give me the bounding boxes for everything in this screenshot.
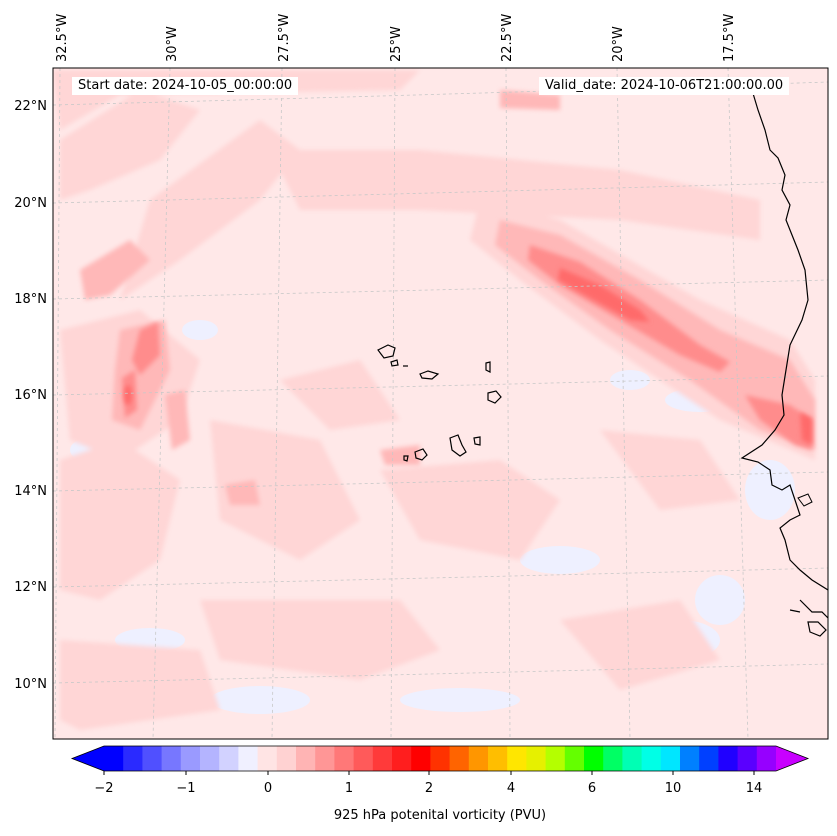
african-coastline [740, 89, 828, 637]
colorbar-swatch [699, 746, 719, 771]
colorbar-swatch [584, 746, 604, 771]
colorbar-swatch [641, 746, 662, 771]
lat-label: 16°N [14, 388, 47, 403]
colorbar-tick: 1 [345, 781, 353, 796]
colorbar-swatch [161, 746, 182, 771]
lon-label: 27.5°W [277, 14, 292, 62]
colorbar-swatch [123, 746, 143, 771]
lat-label: 12°N [14, 580, 47, 595]
colorbar-swatch [430, 746, 451, 771]
colorbar-tick: −1 [176, 781, 195, 796]
colorbar-swatch [603, 746, 623, 771]
lat-label: 22°N [14, 99, 47, 114]
lat-label: 14°N [14, 484, 47, 499]
colorbar-extend-max [776, 746, 808, 771]
colorbar-swatch [737, 746, 758, 771]
lon-label: 17.5°W [722, 14, 737, 62]
colorbar-swatch [238, 746, 259, 771]
colorbar-swatch [372, 746, 393, 771]
colorbar-swatch [276, 746, 297, 771]
lon-label: 20°W [611, 26, 626, 62]
lat-label: 20°N [14, 196, 47, 211]
pv-peak [124, 268, 812, 445]
colorbar-swatch [756, 746, 777, 771]
colorbar-swatch [660, 746, 681, 771]
colorbar-swatch [142, 746, 163, 771]
colorbar-swatch [507, 746, 527, 771]
colorbar-swatch [545, 746, 566, 771]
colorbar-swatch [353, 746, 374, 771]
colorbar-swatch [392, 746, 412, 771]
pv-field [53, 68, 828, 739]
valid-date-label: Valid_date: 2024-10-06T21:00:00.00 [539, 77, 790, 95]
colorbar-swatch [315, 746, 335, 771]
map-frame [52, 67, 829, 740]
start-date-label: Start date: 2024-10-05_00:00:00 [72, 77, 299, 95]
colorbar-swatch [622, 746, 643, 771]
lon-label: 32.5°W [55, 14, 70, 62]
colorbar-swatch [411, 746, 431, 771]
longitude-labels: 32.5°W 30°W 27.5°W 25°W 22.5°W 20°W 17.5… [55, 14, 737, 62]
colorbar-extend-min [72, 746, 104, 771]
colorbar-swatch [334, 746, 355, 771]
gridlines [53, 68, 828, 739]
colorbar-tick: 2 [425, 781, 433, 796]
lat-label: 10°N [14, 677, 47, 692]
colorbar-swatch [718, 746, 739, 771]
colorbar-title: 925 hPa potenital vorticity (PVU) [333, 808, 547, 823]
colorbar-swatch [104, 746, 124, 771]
latitude-labels: 22°N 20°N 18°N 16°N 14°N 12°N 10°N [14, 99, 47, 692]
colorbar-tick: 6 [588, 781, 596, 796]
colorbar-swatch [526, 746, 547, 771]
colorbar-tick: 4 [507, 781, 515, 796]
colorbar-swatch [219, 746, 239, 771]
colorbar-swatch [296, 746, 316, 771]
colorbar-tick: 0 [264, 781, 272, 796]
colorbar-swatch [488, 746, 508, 771]
lon-label: 30°W [165, 26, 180, 62]
colorbar-swatch [564, 746, 585, 771]
colorbar-tick: 14 [746, 781, 763, 796]
colorbar-tick: −2 [94, 781, 113, 796]
colorbar-swatch [449, 746, 470, 771]
colorbar-swatch [680, 746, 700, 771]
colorbar-ticks: −2 −1 0 1 2 4 6 10 14 [94, 771, 762, 796]
colorbar-tick: 10 [665, 781, 682, 796]
colorbar-swatch [180, 746, 201, 771]
colorbar-swatch [468, 746, 489, 771]
lon-label: 25°W [389, 26, 404, 62]
colorbar-swatch [257, 746, 278, 771]
colorbar [70, 745, 810, 772]
lon-label: 22.5°W [500, 14, 515, 62]
colorbar-swatch [200, 746, 220, 771]
cape-verde-islands [377, 344, 502, 462]
lat-label: 18°N [14, 292, 47, 307]
